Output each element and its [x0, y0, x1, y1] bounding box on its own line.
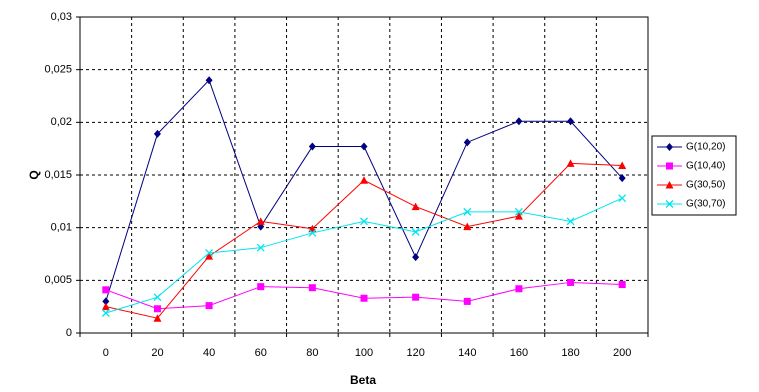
y-tick-label: 0 [66, 327, 72, 339]
y-tick-label: 0,015 [44, 169, 72, 181]
y-tick-label: 0,02 [51, 116, 72, 128]
y-axis-title: Q [27, 170, 41, 179]
marker [257, 283, 265, 291]
y-tick-label: 0,01 [51, 222, 72, 234]
y-tick-label: 0,005 [44, 274, 72, 286]
legend-label: G(10,40) [686, 161, 725, 172]
marker [205, 252, 214, 260]
marker [411, 202, 420, 211]
marker [463, 297, 471, 305]
marker [205, 302, 213, 310]
marker [618, 194, 627, 203]
marker [514, 212, 523, 220]
x-tick-label: 80 [306, 347, 318, 359]
marker [308, 228, 317, 237]
x-tick-label: 100 [355, 347, 373, 359]
x-tick-label: 40 [203, 347, 215, 359]
legend-label: G(30,70) [686, 199, 725, 210]
legend-marker [665, 200, 674, 208]
marker [463, 222, 472, 231]
marker [566, 159, 575, 167]
x-tick-label: 200 [613, 347, 631, 359]
marker [463, 138, 471, 147]
marker [618, 281, 626, 289]
legend-marker [665, 181, 674, 189]
y-tick-label: 0,025 [44, 64, 72, 76]
legend-box [651, 135, 737, 216]
x-tick-label: 0 [103, 347, 109, 359]
marker [411, 227, 420, 236]
x-tick-label: 120 [406, 347, 424, 359]
marker [360, 142, 368, 151]
marker [463, 207, 472, 216]
legend-label: G(30,50) [686, 180, 725, 191]
marker [205, 76, 213, 85]
legend-marker [666, 162, 673, 170]
marker [515, 117, 523, 126]
marker [101, 309, 110, 317]
marker [412, 253, 420, 262]
marker [256, 243, 265, 252]
marker [153, 129, 161, 138]
marker [153, 305, 161, 313]
marker [514, 207, 523, 216]
x-axis-title: Beta [350, 373, 376, 387]
marker [102, 286, 110, 294]
marker [360, 217, 368, 226]
x-tick-label: 160 [510, 347, 528, 359]
marker [308, 284, 316, 292]
legend-marker [666, 143, 673, 151]
marker [101, 302, 110, 311]
marker [153, 314, 162, 322]
legend-label: G(10,20) [686, 142, 725, 153]
x-tick-label: 140 [458, 347, 476, 359]
x-tick-label: 60 [255, 347, 267, 359]
marker [515, 285, 523, 293]
x-tick-label: 20 [151, 347, 163, 359]
y-tick-label: 0,03 [51, 11, 72, 23]
marker [618, 161, 627, 170]
marker [153, 293, 162, 302]
marker [412, 293, 420, 301]
marker [618, 174, 626, 183]
marker [360, 176, 368, 184]
marker [567, 278, 575, 286]
marker [567, 117, 575, 126]
marker [256, 217, 265, 225]
marker [566, 217, 575, 226]
plot-border [79, 16, 649, 334]
marker [102, 297, 110, 306]
marker [308, 142, 316, 151]
marker [205, 248, 214, 257]
marker [360, 294, 368, 302]
x-tick-label: 180 [561, 347, 579, 359]
